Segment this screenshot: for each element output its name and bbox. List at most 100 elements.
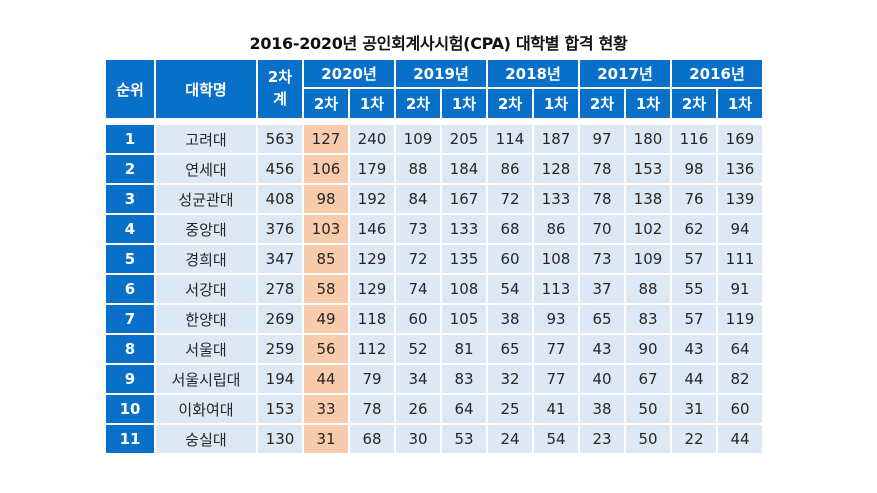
second-round-header: 2차 (488, 89, 532, 118)
value-cell: 91 (718, 275, 762, 303)
table-row: 5 경희대 347 85 129 72 135 60 108 73 109 57 111 (106, 245, 762, 273)
value-cell: 138 (626, 185, 670, 213)
highlighted-value-cell: 58 (304, 275, 348, 303)
value-cell: 50 (626, 395, 670, 423)
value-cell: 129 (350, 245, 394, 273)
rank-header: 순위 (106, 60, 154, 118)
value-cell: 184 (442, 155, 486, 183)
value-cell: 37 (580, 275, 624, 303)
value-cell: 167 (442, 185, 486, 213)
value-cell: 82 (718, 365, 762, 393)
highlighted-value-cell: 56 (304, 335, 348, 363)
total-header: 2차 계 (258, 60, 302, 118)
second-round-total-cell: 259 (258, 335, 302, 363)
value-cell: 153 (626, 155, 670, 183)
value-cell: 77 (534, 365, 578, 393)
year-header-2019: 2019년 (396, 60, 486, 87)
value-cell: 64 (718, 335, 762, 363)
university-name-cell: 고려대 (156, 125, 256, 153)
value-cell: 102 (626, 215, 670, 243)
cpa-results-table: 순위 대학명 2차 계 2020년 2019년 2018년 2017년 2016… (104, 58, 764, 455)
value-cell: 78 (580, 185, 624, 213)
first-round-header: 1차 (718, 89, 762, 118)
first-round-header: 1차 (626, 89, 670, 118)
second-round-header: 2차 (580, 89, 624, 118)
second-round-total-cell: 408 (258, 185, 302, 213)
value-cell: 55 (672, 275, 716, 303)
second-round-total-cell: 563 (258, 125, 302, 153)
value-cell: 60 (396, 305, 440, 333)
value-cell: 114 (488, 125, 532, 153)
value-cell: 68 (350, 425, 394, 453)
table-row: 10 이화여대 153 33 78 26 64 25 41 38 50 31 60 (106, 395, 762, 423)
year-header-2018: 2018년 (488, 60, 578, 87)
page-title: 2016-2020년 공인회계사시험(CPA) 대학별 합격 현황 (249, 34, 628, 53)
highlighted-value-cell: 49 (304, 305, 348, 333)
value-cell: 83 (442, 365, 486, 393)
first-round-header: 1차 (534, 89, 578, 118)
value-cell: 73 (580, 245, 624, 273)
second-round-header: 2차 (672, 89, 716, 118)
table-row: 1 고려대 563 127 240 109 205 114 187 97 180 116 169 (106, 125, 762, 153)
value-cell: 88 (626, 275, 670, 303)
value-cell: 62 (672, 215, 716, 243)
value-cell: 79 (350, 365, 394, 393)
first-round-header: 1차 (350, 89, 394, 118)
value-cell: 54 (488, 275, 532, 303)
value-cell: 90 (626, 335, 670, 363)
value-cell: 24 (488, 425, 532, 453)
value-cell: 67 (626, 365, 670, 393)
value-cell: 65 (580, 305, 624, 333)
table-row: 4 중앙대 376 103 146 73 133 68 86 70 102 62 94 (106, 215, 762, 243)
value-cell: 109 (396, 125, 440, 153)
value-cell: 98 (672, 155, 716, 183)
value-cell: 179 (350, 155, 394, 183)
second-round-total-cell: 130 (258, 425, 302, 453)
value-cell: 135 (442, 245, 486, 273)
second-round-total-cell: 278 (258, 275, 302, 303)
highlighted-value-cell: 33 (304, 395, 348, 423)
value-cell: 88 (396, 155, 440, 183)
rank-cell: 7 (106, 305, 154, 333)
value-cell: 84 (396, 185, 440, 213)
value-cell: 93 (534, 305, 578, 333)
value-cell: 146 (350, 215, 394, 243)
university-name-cell: 경희대 (156, 245, 256, 273)
year-header-2020: 2020년 (304, 60, 394, 87)
second-round-total-cell: 456 (258, 155, 302, 183)
second-round-total-cell: 376 (258, 215, 302, 243)
value-cell: 44 (718, 425, 762, 453)
highlighted-value-cell: 85 (304, 245, 348, 273)
second-round-total-cell: 269 (258, 305, 302, 333)
value-cell: 31 (672, 395, 716, 423)
value-cell: 50 (626, 425, 670, 453)
year-header-2016: 2016년 (672, 60, 762, 87)
value-cell: 119 (718, 305, 762, 333)
university-name-cell: 서울시립대 (156, 365, 256, 393)
university-name-cell: 숭실대 (156, 425, 256, 453)
value-cell: 78 (350, 395, 394, 423)
value-cell: 32 (488, 365, 532, 393)
highlighted-value-cell: 106 (304, 155, 348, 183)
value-cell: 57 (672, 305, 716, 333)
table-row: 9 서울시립대 194 44 79 34 83 32 77 40 67 44 82 (106, 365, 762, 393)
rank-cell: 11 (106, 425, 154, 453)
highlighted-value-cell: 127 (304, 125, 348, 153)
rank-cell: 8 (106, 335, 154, 363)
university-name-cell: 성균관대 (156, 185, 256, 213)
value-cell: 54 (534, 425, 578, 453)
year-header-2017: 2017년 (580, 60, 670, 87)
rank-cell: 3 (106, 185, 154, 213)
value-cell: 86 (488, 155, 532, 183)
value-cell: 205 (442, 125, 486, 153)
value-cell: 77 (534, 335, 578, 363)
value-cell: 40 (580, 365, 624, 393)
value-cell: 43 (580, 335, 624, 363)
table-row: 3 성균관대 408 98 192 84 167 72 133 78 138 76 139 (106, 185, 762, 213)
value-cell: 38 (580, 395, 624, 423)
value-cell: 68 (488, 215, 532, 243)
value-cell: 180 (626, 125, 670, 153)
highlighted-value-cell: 103 (304, 215, 348, 243)
rank-cell: 5 (106, 245, 154, 273)
university-name-cell: 한양대 (156, 305, 256, 333)
